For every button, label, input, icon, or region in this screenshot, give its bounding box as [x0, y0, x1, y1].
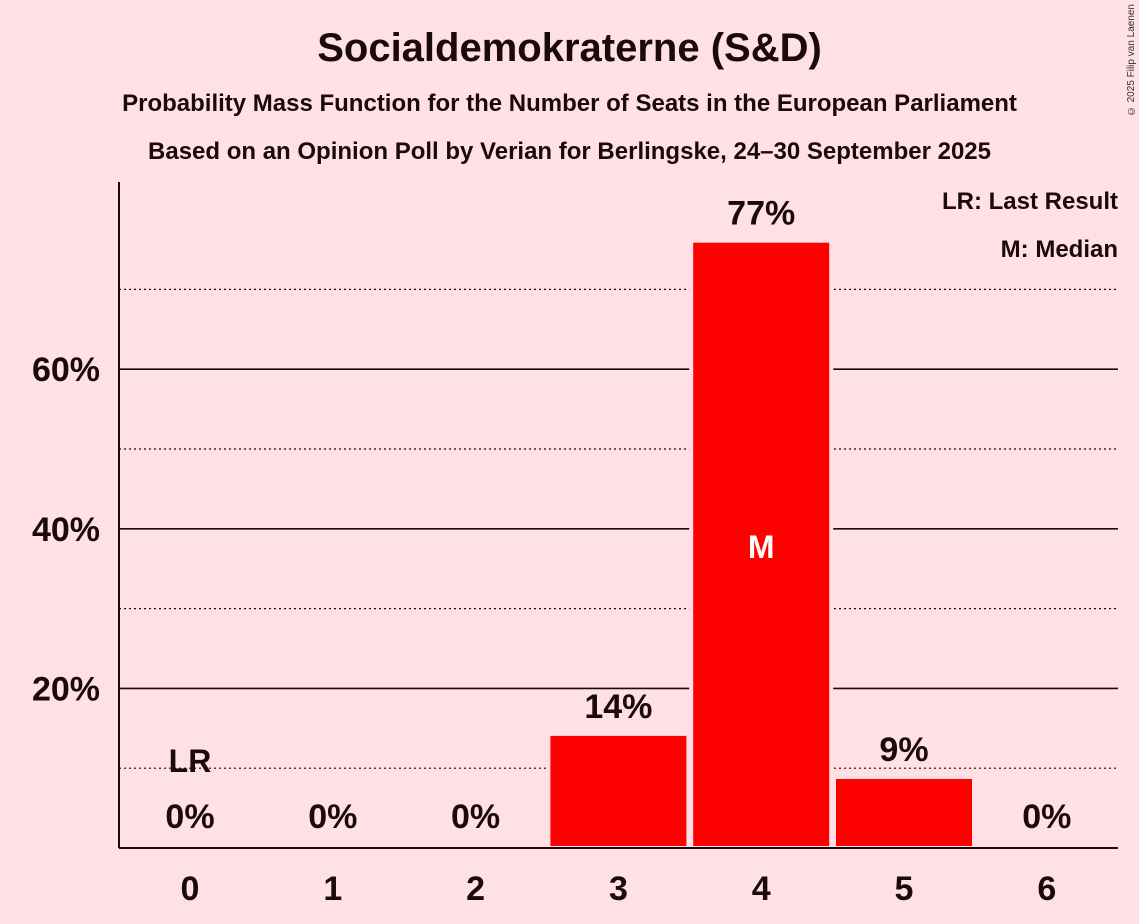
value-label: 77%	[727, 195, 795, 233]
x-tick-label: 0	[181, 870, 200, 908]
y-tick-label: 40%	[32, 511, 100, 549]
x-tick-label: 2	[466, 870, 485, 908]
median-marker: M	[748, 529, 775, 565]
x-tick-label: 4	[752, 870, 771, 908]
x-tick-label: 1	[323, 870, 342, 908]
value-label: 0%	[451, 798, 500, 836]
legend-median: M: Median	[1001, 236, 1118, 263]
x-tick-label: 5	[895, 870, 914, 908]
last-result-marker: LR	[169, 743, 212, 779]
value-label: 14%	[584, 688, 652, 726]
value-label: 0%	[308, 798, 357, 836]
y-tick-label: 60%	[32, 351, 100, 389]
value-label: 9%	[879, 731, 928, 769]
bar	[832, 774, 976, 851]
x-tick-label: 3	[609, 870, 628, 908]
y-tick-label: 20%	[32, 670, 100, 708]
chart-title: Socialdemokraterne (S&D)	[317, 26, 822, 70]
bar	[546, 731, 691, 850]
value-label: 0%	[1022, 798, 1071, 836]
x-tick-label: 6	[1037, 870, 1056, 908]
value-label: 0%	[165, 798, 214, 836]
chart-source: Based on an Opinion Poll by Verian for B…	[148, 138, 991, 165]
legend-last-result: LR: Last Result	[942, 188, 1118, 215]
chart-subtitle: Probability Mass Function for the Number…	[122, 90, 1017, 117]
